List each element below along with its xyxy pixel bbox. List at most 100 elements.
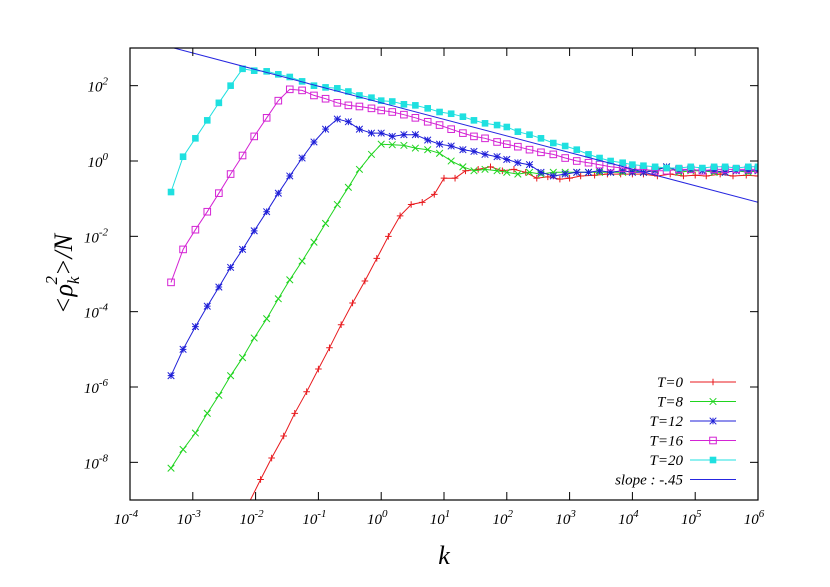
data-point — [377, 129, 385, 137]
y-tick-label: 10-4 — [84, 302, 109, 322]
data-point — [430, 191, 438, 198]
data-point — [744, 163, 752, 171]
data-point — [262, 114, 271, 122]
data-point — [462, 167, 469, 175]
data-point — [537, 168, 545, 176]
y-tick-label: 102 — [88, 76, 109, 96]
data-point — [349, 299, 356, 307]
data-point — [503, 123, 511, 131]
data-point — [291, 410, 299, 417]
legend-item: T=8 — [657, 395, 736, 411]
data-point — [561, 142, 569, 150]
data-point — [514, 142, 522, 151]
data-point — [285, 85, 294, 94]
data-point — [514, 159, 522, 167]
data-point — [651, 163, 659, 171]
data-point — [709, 378, 717, 386]
data-point — [333, 99, 342, 107]
data-point — [167, 188, 175, 196]
data-point — [355, 165, 364, 174]
data-point — [321, 219, 330, 228]
data-point — [585, 151, 592, 158]
data-point — [663, 164, 670, 172]
data-point — [388, 132, 396, 141]
data-point — [470, 167, 478, 175]
data-point — [596, 154, 603, 162]
data-point — [709, 436, 717, 445]
data-point — [215, 99, 223, 107]
data-point — [310, 138, 318, 146]
data-point — [250, 334, 258, 342]
data-point — [709, 397, 717, 406]
data-point — [595, 160, 604, 169]
data-point — [549, 139, 557, 147]
data-point — [577, 172, 584, 180]
data-point — [470, 132, 478, 141]
data-point — [487, 163, 494, 171]
y-label-sup: 2 — [42, 276, 61, 285]
data-point — [367, 129, 376, 137]
data-point — [470, 147, 478, 156]
data-point — [510, 166, 518, 173]
legend-label: T=16 — [650, 434, 684, 450]
data-point — [481, 120, 489, 127]
data-point — [226, 263, 235, 272]
x-axis-label: k — [438, 541, 450, 570]
data-point — [191, 225, 200, 234]
x-tick-label: 101 — [430, 508, 451, 528]
data-point — [411, 144, 420, 152]
x-tick-label: 10-3 — [177, 508, 202, 528]
data-point — [298, 154, 306, 162]
data-point — [533, 174, 541, 182]
data-point — [493, 138, 501, 146]
data-point — [215, 283, 223, 291]
tick-layer: 10-4 10-3 10-2 10-1 100 101 102 103 104 105 106 10-… — [84, 48, 765, 528]
data-point — [400, 101, 408, 108]
data-point — [344, 183, 353, 191]
data-point — [377, 97, 385, 104]
data-point — [250, 227, 258, 235]
data-point — [333, 200, 341, 209]
data-point — [481, 165, 489, 174]
data-point — [537, 135, 545, 142]
legend-item: T=20 — [650, 453, 736, 469]
series-line — [170, 68, 758, 193]
data-point — [167, 278, 175, 287]
data-point — [321, 94, 330, 103]
data-point — [470, 117, 478, 124]
data-point — [687, 163, 695, 171]
data-point — [754, 163, 758, 171]
data-point — [680, 172, 687, 180]
x-tick-label: 100 — [367, 508, 388, 528]
legend: T=0 T=8 T=12 T=16 T=20 slope : -.45 — [615, 375, 736, 489]
data-point — [702, 172, 710, 180]
data-point — [436, 108, 443, 116]
series-line — [170, 143, 758, 469]
data-point — [691, 171, 699, 179]
x-tick-label: 103 — [555, 508, 576, 528]
data-point — [744, 167, 752, 175]
data-point — [606, 168, 615, 176]
data-point — [263, 315, 271, 323]
data-point — [263, 68, 270, 75]
data-point — [344, 118, 353, 126]
data-point — [400, 110, 408, 119]
legend-label: T=12 — [650, 414, 684, 430]
y-axis-label: <ρk2>/N — [42, 232, 83, 314]
legend-item: T=16 — [650, 434, 736, 450]
data-point — [526, 131, 533, 138]
x-tick-label: 10-4 — [114, 508, 139, 528]
data-point — [337, 321, 345, 329]
data-point — [250, 67, 258, 74]
data-point — [584, 158, 593, 167]
data-point — [451, 174, 459, 182]
data-point — [167, 372, 175, 380]
data-point — [334, 85, 341, 92]
data-point — [447, 157, 455, 165]
data-point — [239, 65, 246, 73]
data-point — [303, 388, 310, 396]
data-point — [573, 168, 581, 176]
data-point — [322, 84, 329, 91]
data-point — [710, 163, 718, 171]
